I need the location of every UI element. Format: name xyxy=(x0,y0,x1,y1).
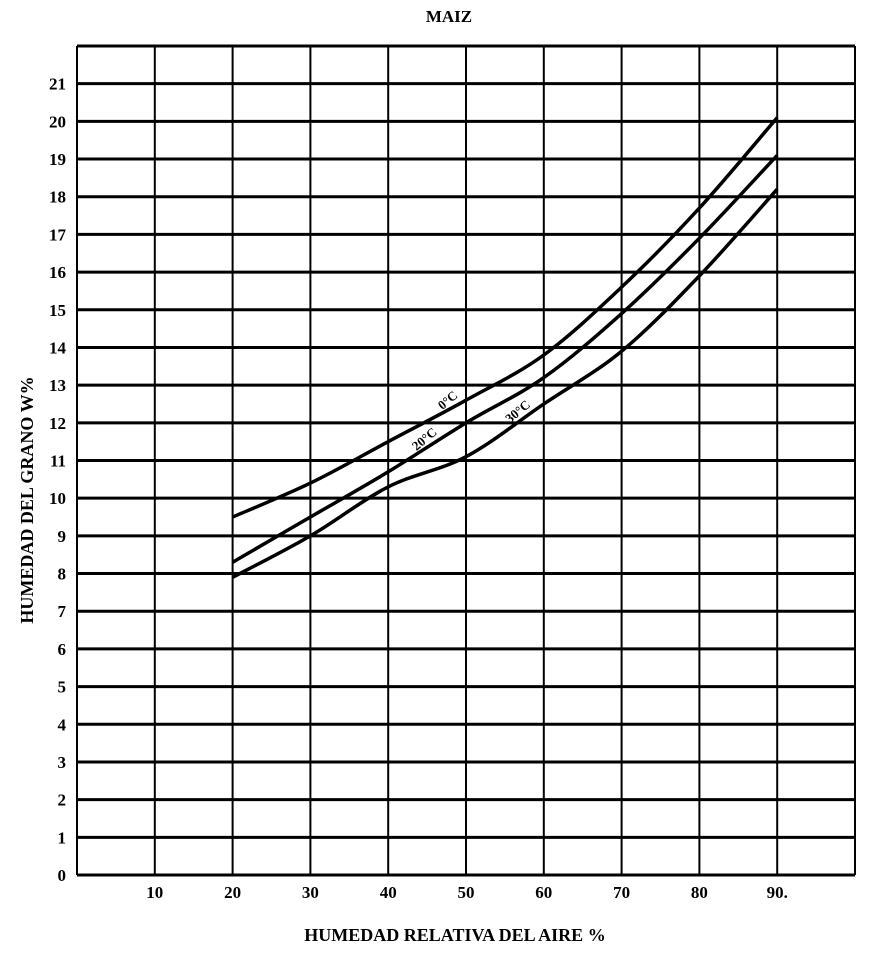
series-label: 0°C xyxy=(435,388,461,413)
x-tick-label: 40 xyxy=(380,883,397,902)
y-tick-label: 21 xyxy=(49,75,66,94)
y-tick-label: 11 xyxy=(50,452,66,471)
y-tick-label: 6 xyxy=(58,640,67,659)
x-tick-label: 90. xyxy=(767,883,788,902)
x-tick-label: 80 xyxy=(691,883,708,902)
x-tick-label: 20 xyxy=(224,883,241,902)
y-tick-label: 10 xyxy=(49,489,66,508)
y-tick-label: 1 xyxy=(58,828,67,847)
y-axis-label: HUMEDAD DEL GRANO W% xyxy=(17,376,37,623)
y-tick-label: 0 xyxy=(58,866,67,885)
y-tick-label: 5 xyxy=(58,678,67,697)
y-tick-label: 7 xyxy=(58,602,67,621)
series-lines xyxy=(231,116,779,579)
y-tick-label: 12 xyxy=(49,414,66,433)
series-line-1 xyxy=(231,154,779,564)
y-tick-label: 3 xyxy=(58,753,67,772)
x-tick-label: 30 xyxy=(302,883,319,902)
y-tick-label: 8 xyxy=(58,565,67,584)
series-line-0 xyxy=(231,116,779,519)
x-axis-label: HUMEDAD RELATIVA DEL AIRE % xyxy=(304,925,605,945)
y-tick-label: 2 xyxy=(58,791,67,810)
series-line-2 xyxy=(231,188,779,579)
grid xyxy=(76,44,856,877)
y-tick-label: 4 xyxy=(58,715,67,734)
x-tick-label: 70 xyxy=(613,883,630,902)
y-tick-label: 20 xyxy=(49,112,66,131)
x-tick-labels: 10 20 30 40 50 60 70 80 90. xyxy=(146,883,788,902)
y-tick-label: 13 xyxy=(49,376,66,395)
y-tick-label: 15 xyxy=(49,301,66,320)
x-tick-label: 60 xyxy=(535,883,552,902)
x-tick-label: 10 xyxy=(146,883,163,902)
y-tick-label: 18 xyxy=(49,188,66,207)
y-tick-label: 16 xyxy=(49,263,66,282)
y-tick-label: 14 xyxy=(49,338,67,357)
y-tick-label: 17 xyxy=(49,225,67,244)
y-tick-label: 9 xyxy=(58,527,67,546)
y-tick-label: 19 xyxy=(49,150,66,169)
x-tick-label: 50 xyxy=(458,883,475,902)
chart-title: MAIZ xyxy=(426,7,472,26)
